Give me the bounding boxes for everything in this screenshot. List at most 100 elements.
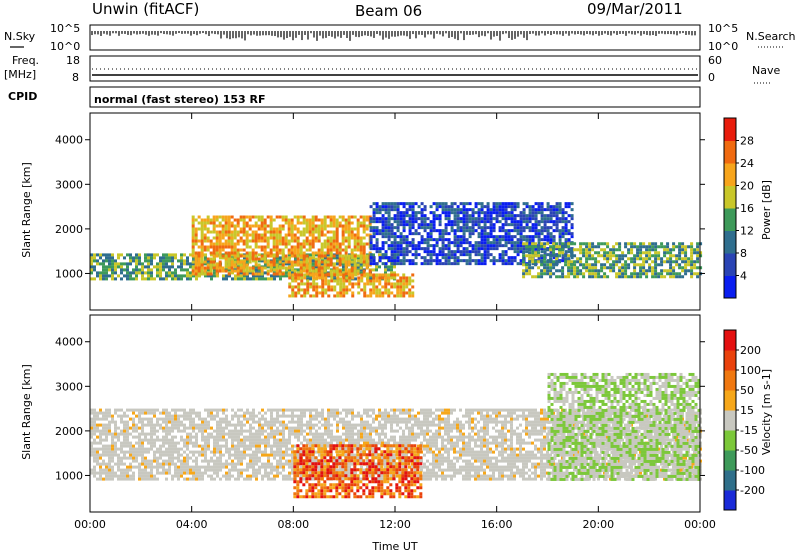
scatter-cell — [387, 229, 391, 233]
scatter-cell — [114, 447, 117, 451]
scatter-cell — [102, 271, 105, 275]
scatter-cell — [221, 236, 225, 240]
scatter-cell — [636, 275, 640, 279]
scatter-cell — [267, 444, 270, 448]
scatter-cell — [399, 241, 403, 245]
scatter-cell — [353, 236, 357, 240]
scatter-cell — [189, 265, 192, 269]
scatter-cell — [290, 224, 294, 228]
scatter-cell — [558, 275, 562, 279]
scatter-cell — [174, 474, 177, 478]
scatter-cell — [624, 275, 628, 279]
scatter-cell — [305, 242, 309, 246]
scatter-cell — [120, 450, 123, 454]
scatter-cell — [420, 223, 424, 227]
scatter-cell — [180, 408, 183, 412]
scatter-cell — [200, 236, 204, 240]
scatter-cell — [300, 417, 303, 421]
scatter-cell — [519, 211, 523, 215]
scatter-cell — [219, 447, 222, 451]
scatter-cell — [405, 235, 409, 239]
scatter-cell — [177, 277, 180, 281]
scatter-cell — [194, 263, 198, 267]
scatter-cell — [338, 245, 342, 249]
scatter-cell — [266, 263, 270, 267]
scatter-cell — [417, 217, 421, 221]
scatter-cell — [171, 253, 174, 257]
scatter-cell — [258, 450, 261, 454]
scatter-cell — [477, 250, 481, 254]
scatter-cell — [435, 217, 439, 221]
scatter-cell — [450, 220, 454, 224]
scatter-cell — [341, 224, 345, 228]
scatter-cell — [147, 265, 150, 269]
scatter-cell — [264, 471, 267, 475]
scatter-cell — [273, 432, 276, 436]
scatter-cell — [384, 208, 388, 212]
scatter-cell — [501, 256, 505, 260]
scatter-cell — [477, 259, 481, 263]
scatter-cell — [269, 260, 273, 264]
scatter-cell — [249, 447, 252, 451]
scatter-cell — [654, 275, 658, 279]
scatter-cell — [215, 272, 219, 276]
scatter-cell — [177, 417, 180, 421]
scatter-cell — [204, 468, 207, 472]
scatter-cell — [299, 254, 303, 258]
scatter-cell — [156, 462, 159, 466]
scatter-cell — [486, 205, 490, 209]
scatter-cell — [350, 254, 354, 258]
scatter-cell — [411, 205, 415, 209]
scatter-cell — [267, 453, 270, 457]
scatter-cell — [609, 248, 613, 252]
scatter-cell — [540, 247, 544, 251]
scatter-cell — [338, 251, 342, 255]
scatter-cell — [203, 272, 207, 276]
scatter-cell — [141, 447, 144, 451]
scatter-cell — [423, 223, 427, 227]
scatter-cell — [537, 238, 541, 242]
scatter-cell — [150, 477, 153, 481]
scatter-cell — [329, 215, 333, 219]
scatter-cell — [200, 260, 204, 264]
scatter-cell — [284, 242, 288, 246]
scatter-cell — [255, 453, 258, 457]
scatter-cell — [372, 285, 376, 289]
scatter-cell — [296, 248, 300, 252]
scatter-cell — [326, 266, 330, 270]
scatter-cell — [393, 250, 397, 254]
scatter-cell — [240, 474, 243, 478]
scatter-cell — [144, 435, 147, 439]
scatter-cell — [288, 282, 292, 286]
scatter-cell — [216, 471, 219, 475]
scatter-cell — [240, 459, 243, 463]
scatter-cell — [558, 245, 562, 249]
scatter-cell — [456, 241, 460, 245]
scatter-cell — [180, 274, 183, 278]
scatter-cell — [102, 453, 105, 457]
scatter-cell — [216, 426, 219, 430]
scatter-cell — [191, 230, 195, 234]
scatter-cell — [621, 254, 625, 258]
scatter-cell — [618, 248, 622, 252]
scatter-cell — [303, 477, 306, 481]
scatter-cell — [627, 266, 631, 270]
scatter-cell — [492, 202, 496, 206]
scatter-cell — [237, 262, 240, 266]
scatter-cell — [309, 438, 312, 442]
scatter-cell — [402, 250, 406, 254]
scatter-cell — [264, 435, 267, 439]
scatter-cell — [615, 275, 619, 279]
scatter-cell — [321, 411, 324, 415]
scatter-cell — [420, 235, 424, 239]
scatter-cell — [329, 239, 333, 243]
scatter-cell — [231, 453, 234, 457]
scatter-cell — [243, 411, 246, 415]
scatter-cell — [405, 220, 409, 224]
scatter-cell — [246, 259, 249, 263]
scatter-cell — [561, 272, 565, 276]
scatter-cell — [543, 242, 547, 246]
scatter-cell — [252, 456, 255, 460]
scatter-cell — [534, 235, 538, 239]
scatter-cell — [306, 277, 309, 281]
